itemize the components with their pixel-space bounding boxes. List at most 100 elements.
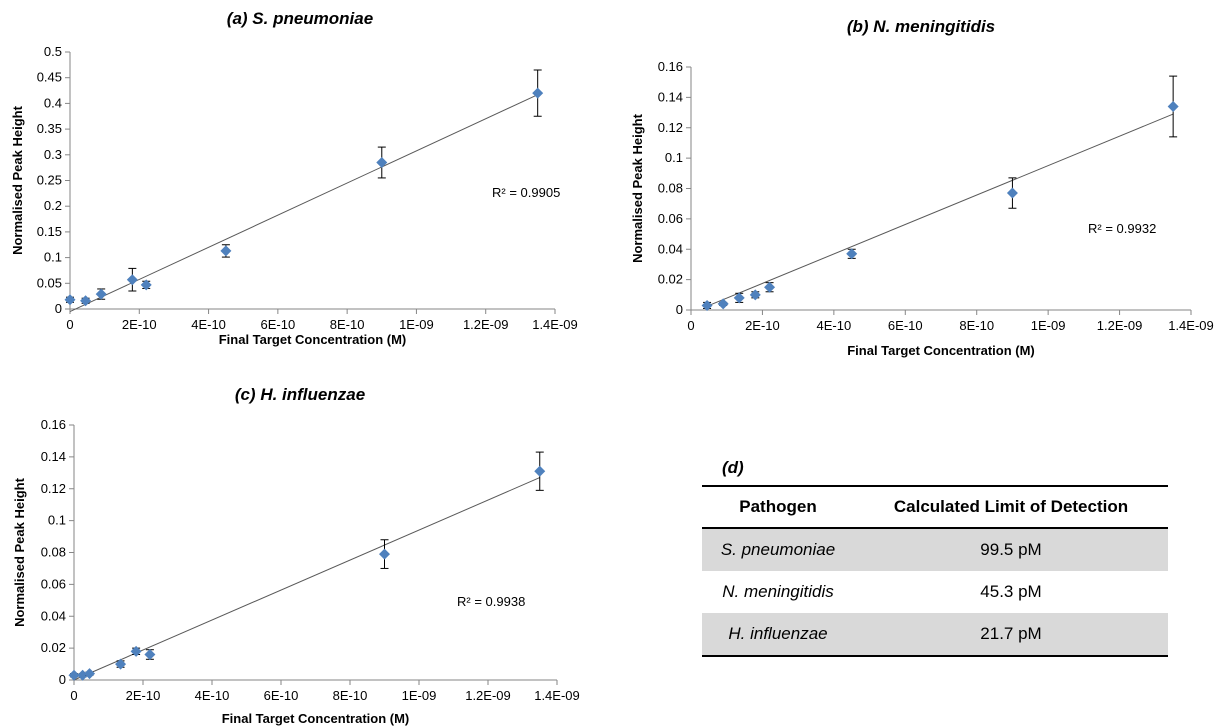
data-point (733, 292, 745, 304)
x-tick-label: 2E-10 (745, 318, 780, 333)
y-tick-label: 0.02 (41, 640, 66, 655)
data-point (220, 245, 232, 257)
header-lod: Calculated Limit of Detection (854, 485, 1168, 529)
x-axis-label: Final Target Concentration (M) (219, 332, 407, 347)
chart-h-influenzae: (c) H. influenzae 0 0.02 0.04 0.06 0.08 0.1 0.1… (12, 385, 580, 726)
r-squared-label: R² = 0.9932 (1088, 221, 1156, 236)
x-tick-label: 2E-10 (126, 688, 161, 703)
lod-cell: 21.7 pM (854, 613, 1168, 657)
data-point (126, 274, 138, 286)
y-tick-label: 0.12 (658, 120, 683, 135)
x-tick-label: 1.2E-09 (1097, 318, 1143, 333)
chart-s-pneumoniae: (a) S. pneumoniae 0 0.05 0.1 0.15 0.2 0.25 0.3 0… (10, 9, 578, 347)
y-tick-label: 0.08 (41, 545, 66, 560)
table-title: (d) (722, 458, 744, 477)
table-row: N. meningitidis 45.3 pM (702, 571, 1168, 613)
x-tick-label: 1.2E-09 (465, 688, 511, 703)
y-axis-label: Normalised Peak Height (630, 113, 645, 262)
y-tick-label: 0.45 (37, 70, 62, 85)
data-point (379, 548, 390, 560)
data-point (749, 289, 761, 301)
pathogen-cell: N. meningitidis (722, 582, 834, 601)
data-point (532, 87, 544, 99)
y-tick-label: 0.12 (41, 481, 66, 496)
lod-cell: 99.5 pM (854, 528, 1168, 571)
y-tick-label: 0.08 (658, 181, 683, 196)
y-tick-label: 0.02 (658, 272, 683, 287)
y-tick-label: 0.4 (44, 95, 62, 110)
lod-table: Pathogen Calculated Limit of Detection S… (702, 485, 1168, 657)
chart-title: (a) S. pneumoniae (227, 9, 373, 28)
y-tick-label: 0.1 (48, 513, 66, 528)
x-tick-label: 0 (66, 317, 73, 332)
trendline (69, 94, 538, 313)
x-tick-label: 6E-10 (888, 318, 923, 333)
y-tick-label: 0.3 (44, 147, 62, 162)
chart-title: (b) N. meningitidis (847, 17, 995, 36)
data-point (140, 279, 152, 291)
data-point (534, 465, 546, 477)
y-tick-label: 0 (55, 301, 62, 316)
y-tick-label: 0.5 (44, 44, 62, 59)
y-tick-label: 0.35 (37, 121, 62, 136)
x-tick-label: 1E-09 (1031, 318, 1066, 333)
x-axis-label: Final Target Concentration (M) (847, 343, 1035, 358)
y-tick-label: 0.16 (41, 417, 66, 432)
x-tick-label: 1.4E-09 (532, 317, 578, 332)
r-squared-label: R² = 0.9905 (492, 185, 560, 200)
x-tick-label: 1.2E-09 (463, 317, 509, 332)
data-point (115, 658, 127, 670)
chart-title: (c) H. influenzae (235, 385, 365, 404)
chart-n-meningitidis: (b) N. meningitidis 0 0.02 0.04 0.06 0.08 0.1 0… (630, 17, 1214, 358)
y-tick-label: 0.06 (658, 211, 683, 226)
y-axis-label: Normalised Peak Height (10, 105, 25, 254)
y-tick-label: 0.15 (37, 224, 62, 239)
y-tick-label: 0.14 (658, 89, 683, 104)
data-point (68, 669, 80, 681)
x-tick-label: 2E-10 (122, 317, 157, 332)
data-point (376, 157, 388, 169)
data-point (717, 298, 729, 310)
header-pathogen: Pathogen (702, 485, 854, 529)
trendline (705, 113, 1174, 308)
x-tick-label: 8E-10 (330, 317, 365, 332)
y-tick-label: 0 (59, 672, 66, 687)
y-tick-label: 0.1 (665, 150, 683, 165)
x-tick-label: 6E-10 (261, 317, 296, 332)
y-tick-label: 0.16 (658, 59, 683, 74)
data-point (144, 649, 156, 660)
pathogen-cell: S. pneumoniae (702, 528, 854, 571)
y-axis-label: Normalised Peak Height (12, 477, 27, 626)
data-point (64, 294, 76, 306)
y-tick-label: 0.06 (41, 576, 66, 591)
table-row: S. pneumoniae 99.5 pM (702, 528, 1168, 571)
data-point (701, 299, 713, 311)
x-tick-label: 1.4E-09 (1168, 318, 1214, 333)
data-point (1167, 100, 1179, 112)
lod-cell: 45.3 pM (980, 582, 1042, 601)
x-tick-label: 1E-09 (402, 688, 437, 703)
y-tick-label: 0.05 (37, 275, 62, 290)
x-tick-label: 0 (70, 688, 77, 703)
table-header-row: Pathogen Calculated Limit of Detection (702, 485, 1168, 529)
lod-table-panel: (d) Pathogen Calculated Limit of Detecti… (702, 455, 1168, 657)
y-tick-label: 0.14 (41, 449, 66, 464)
data-point (846, 248, 858, 260)
x-tick-label: 6E-10 (264, 688, 299, 703)
trendline (73, 477, 540, 681)
y-tick-label: 0.04 (41, 608, 66, 623)
x-tick-label: 4E-10 (817, 318, 852, 333)
x-tick-label: 0 (687, 318, 694, 333)
x-axis-label: Final Target Concentration (M) (222, 711, 410, 726)
y-tick-label: 0.25 (37, 173, 62, 188)
data-point (764, 281, 776, 293)
y-tick-label: 0.04 (658, 241, 683, 256)
pathogen-cell: H. influenzae (702, 613, 854, 657)
r-squared-label: R² = 0.9938 (457, 594, 525, 609)
y-tick-label: 0.2 (44, 198, 62, 213)
data-point (130, 645, 142, 657)
x-tick-label: 4E-10 (191, 317, 226, 332)
data-point (84, 668, 96, 680)
x-tick-label: 1.4E-09 (534, 688, 580, 703)
y-tick-label: 0 (676, 302, 683, 317)
